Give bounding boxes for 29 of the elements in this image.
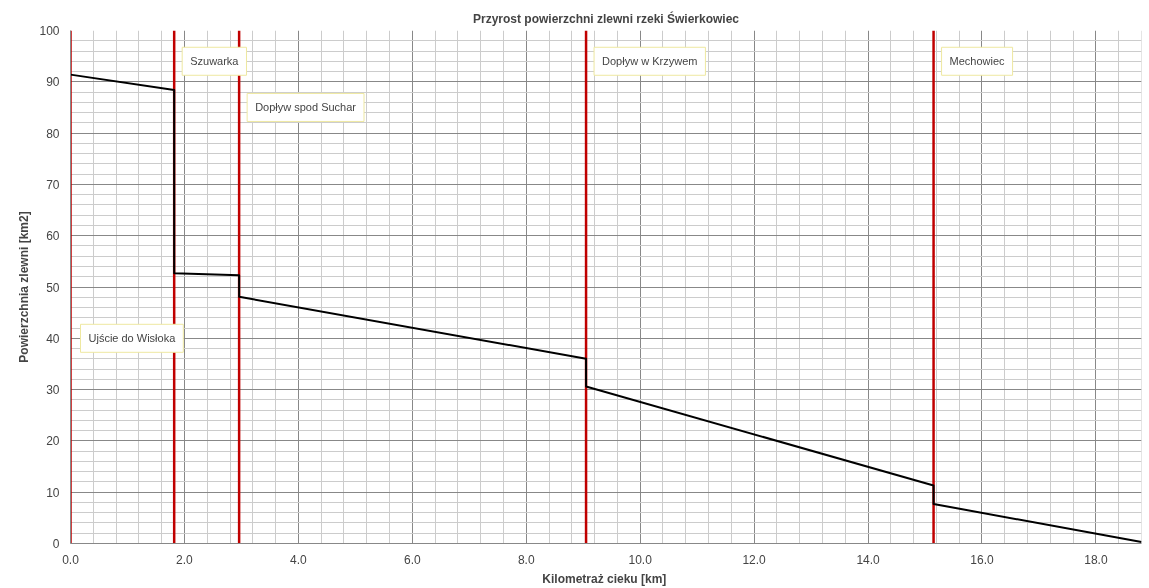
ref-line-label: Ujście do Wisłoka [88, 332, 177, 345]
x-tick-label: 14.0 [856, 552, 881, 567]
y-tick-label: 0 [52, 537, 60, 551]
x-axis-title: Kilometraż cieku [km] [542, 571, 667, 586]
x-tick-label: 2.0 [176, 552, 194, 567]
x-tick-label: 0.0 [62, 552, 80, 567]
x-tick-label: 10.0 [628, 552, 653, 567]
y-tick-label: 20 [46, 434, 60, 449]
x-tick-label: 8.0 [517, 552, 535, 567]
y-axis-title: Powierzchnia zlewni [km2] [17, 211, 32, 363]
ref-line-label: Mechowiec [949, 55, 1006, 68]
y-tick-label: 80 [46, 126, 60, 141]
x-tick-label: 12.0 [742, 552, 767, 567]
x-tick-label: 6.0 [403, 552, 421, 567]
ref-line-label: Szuwarka [190, 55, 240, 68]
y-tick-label: 100 [39, 24, 60, 38]
y-tick-label: 50 [46, 280, 60, 295]
x-tick-label: 16.0 [970, 552, 994, 567]
y-tick-label: 70 [46, 177, 60, 192]
y-tick-label: 60 [46, 229, 60, 244]
y-tick-label: 90 [46, 75, 60, 90]
ref-line-label: Dopływ w Krzywem [602, 55, 698, 68]
y-tick-label: 40 [46, 331, 60, 346]
y-tick-label: 30 [46, 383, 60, 398]
x-tick-label: 18.0 [1084, 552, 1108, 567]
x-tick-label: 4.0 [290, 552, 308, 567]
chart-title: Przyrost powierzchni zlewni rzeki Świerkowiec [472, 10, 740, 26]
ref-line-label: Dopływ spod Suchar [255, 101, 357, 114]
y-tick-label: 10 [46, 485, 60, 500]
